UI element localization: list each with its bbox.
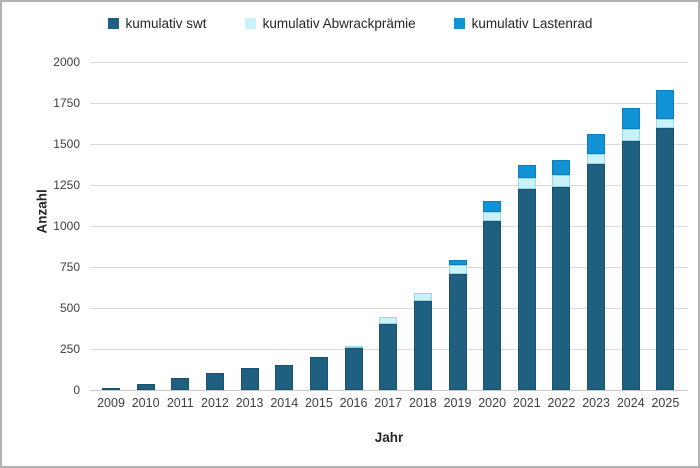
- bar-group-2023: [587, 62, 606, 390]
- x-tick-label-2017: 2017: [374, 396, 403, 410]
- legend-label-swt: kumulativ swt: [125, 16, 207, 31]
- x-tick-label-2020: 2020: [478, 396, 507, 410]
- bar-segment-2022-abwrackpraemie: [552, 175, 571, 187]
- x-tick-label-2012: 2012: [201, 396, 229, 410]
- x-axis-title: Jahr: [374, 430, 404, 445]
- bar-segment-2020-lastenrad: [483, 200, 502, 213]
- x-tick-label-2011: 2011: [166, 396, 194, 410]
- x-tick-label-2010: 2010: [131, 396, 160, 410]
- bar-group-2018: [413, 62, 432, 390]
- x-tick-label-2022: 2022: [547, 396, 576, 410]
- plot-area: 0 250 500 750 1000 1250 1500 1750 2000 2009 2010 20…: [53, 55, 688, 410]
- bar-segment-2011-swt: [171, 377, 190, 390]
- bar-group-2021: [517, 62, 536, 390]
- bar-segment-2024-lastenrad: [621, 107, 640, 130]
- bar-segment-2010-swt: [136, 384, 155, 390]
- bar-segment-2009-swt: [102, 387, 120, 390]
- y-tick-label-1500: 1500: [53, 137, 80, 151]
- bar-segment-2021-lastenrad: [517, 165, 536, 179]
- bar-segment-2017-abwrackpraemie: [379, 317, 398, 325]
- bar-segment-2015-swt: [309, 357, 328, 390]
- bar-segment-2023-abwrackpraemie: [587, 153, 606, 164]
- gridline-0: [90, 389, 688, 391]
- bar-segment-2024-abwrackpraemie: [621, 129, 640, 141]
- bar-segment-2025-swt: [656, 128, 675, 390]
- legend-label-abwrackpraemie: kumulativ Abwrackprämie: [262, 16, 416, 31]
- x-tick-label-2018: 2018: [408, 396, 437, 410]
- bar-segment-2024-swt: [621, 140, 640, 390]
- gridline-1000: [90, 225, 688, 227]
- legend-item-lastenrad: kumulativ Lastenrad: [453, 16, 593, 31]
- y-tick-label-500: 500: [59, 301, 80, 315]
- x-tick-label-2009: 2009: [97, 396, 125, 410]
- legend-swatch-lastenrad: [453, 18, 465, 29]
- gridline-1500: [90, 143, 688, 145]
- bar-group-2016: [344, 62, 363, 390]
- bar-segment-2020-abwrackpraemie: [483, 212, 502, 222]
- bar-segment-2022-swt: [552, 186, 571, 390]
- bar-segment-2016-abwrackpraemie: [344, 345, 363, 349]
- x-tick-label-2019: 2019: [443, 396, 472, 410]
- bar-group-2012: [205, 62, 224, 390]
- y-tick-label-1250: 1250: [53, 178, 80, 192]
- legend-item-swt: kumulativ swt: [107, 16, 207, 31]
- bar-group-2017: [379, 62, 398, 390]
- gridline-750: [90, 266, 688, 268]
- bar-segment-2014-swt: [275, 364, 294, 390]
- bar-segment-2019-abwrackpraemie: [448, 264, 467, 275]
- x-tick-label-2023: 2023: [582, 396, 610, 410]
- legend-swatch-abwrackpraemie: [244, 18, 256, 29]
- bar-segment-2016-swt: [344, 348, 363, 390]
- bar-segment-2023-lastenrad: [587, 134, 606, 154]
- bar-group-2014: [275, 62, 294, 390]
- gridline-500: [90, 307, 688, 309]
- bar-group-2022: [552, 62, 571, 390]
- bar-group-2024: [621, 62, 640, 390]
- x-tick-label-2021: 2021: [512, 396, 541, 410]
- x-tick-label-2024: 2024: [616, 396, 645, 410]
- bar-group-2011: [171, 62, 190, 390]
- x-tick-label-2025: 2025: [651, 396, 680, 410]
- bar-group-2025: [656, 62, 675, 390]
- bar-segment-2021-swt: [517, 189, 536, 390]
- bar-segment-2020-swt: [483, 221, 502, 390]
- bar-segment-2017-swt: [379, 324, 398, 390]
- bar-group-2019: [448, 62, 467, 390]
- bar-segment-2018-swt: [413, 301, 432, 390]
- bar-segment-2019-lastenrad: [448, 260, 467, 265]
- gridline-1250: [90, 184, 688, 186]
- bar-segment-2025-abwrackpraemie: [656, 118, 675, 129]
- legend-swatch-swt: [107, 18, 119, 29]
- y-tick-label-250: 250: [59, 342, 80, 356]
- bar-segment-2013-swt: [240, 367, 259, 390]
- x-tick-label-2015: 2015: [304, 396, 333, 410]
- bar-segment-2019-swt: [448, 274, 467, 390]
- bar-group-2013: [240, 62, 259, 390]
- gridline-2000: [90, 61, 688, 63]
- bar-segment-2012-swt: [205, 372, 224, 390]
- legend-item-abwrackpraemie: kumulativ Abwrackprämie: [244, 16, 416, 31]
- bar-segment-2021-abwrackpraemie: [517, 178, 536, 190]
- chart-legend: kumulativ swt kumulativ Abwrackprämie ku…: [2, 16, 698, 31]
- y-tick-label-1000: 1000: [53, 219, 80, 233]
- bar-group-2020: [483, 62, 502, 390]
- x-tick-label-2016: 2016: [339, 396, 368, 410]
- y-tick-label-1750: 1750: [53, 96, 80, 110]
- y-tick-label-2000: 2000: [53, 55, 80, 69]
- bar-segment-2018-abwrackpraemie: [413, 293, 432, 302]
- y-tick-label-750: 750: [59, 260, 80, 274]
- y-tick-label-0: 0: [73, 383, 80, 397]
- bar-segment-2025-lastenrad: [656, 89, 675, 119]
- x-tick-label-2013: 2013: [235, 396, 264, 410]
- bar-group-2009: [102, 62, 120, 390]
- x-tick-label-2014: 2014: [270, 396, 299, 410]
- bar-segment-2022-lastenrad: [552, 159, 571, 176]
- bar-group-2010: [136, 62, 155, 390]
- bar-group-2015: [309, 62, 328, 390]
- bar-segment-2023-swt: [587, 163, 606, 390]
- legend-label-lastenrad: kumulativ Lastenrad: [471, 16, 593, 31]
- gridline-1750: [90, 102, 688, 104]
